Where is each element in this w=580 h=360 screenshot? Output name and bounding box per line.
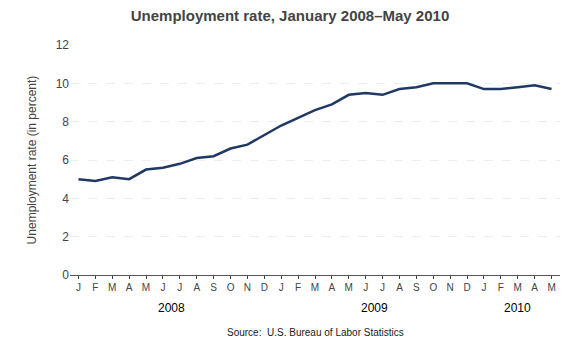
svg-text:M: M	[142, 282, 150, 293]
svg-text:O: O	[429, 282, 437, 293]
svg-text:F: F	[92, 282, 98, 293]
svg-text:J: J	[76, 282, 81, 293]
svg-text:A: A	[396, 282, 403, 293]
svg-text:M: M	[547, 282, 555, 293]
svg-text:S: S	[413, 282, 420, 293]
svg-text:M: M	[345, 282, 353, 293]
svg-text:F: F	[295, 282, 301, 293]
svg-text:J: J	[160, 282, 165, 293]
svg-text:J: J	[481, 282, 486, 293]
svg-text:8: 8	[62, 115, 69, 129]
svg-text:O: O	[227, 282, 235, 293]
svg-text:6: 6	[62, 153, 69, 167]
svg-text:12: 12	[56, 38, 70, 52]
svg-text:10: 10	[56, 77, 70, 91]
svg-text:A: A	[329, 282, 336, 293]
svg-text:F: F	[498, 282, 504, 293]
svg-text:Source: U.S. Bureau of Labor: Source: U.S. Bureau of Labor Statistics	[227, 327, 404, 338]
svg-text:2009: 2009	[361, 301, 388, 315]
svg-text:A: A	[193, 282, 200, 293]
svg-text:J: J	[279, 282, 284, 293]
svg-text:4: 4	[62, 192, 69, 206]
svg-text:N: N	[447, 282, 454, 293]
svg-text:A: A	[531, 282, 538, 293]
svg-text:J: J	[363, 282, 368, 293]
svg-text:S: S	[210, 282, 217, 293]
svg-text:0: 0	[62, 268, 69, 282]
svg-text:J: J	[177, 282, 182, 293]
svg-text:2: 2	[62, 230, 69, 244]
svg-text:D: D	[261, 282, 268, 293]
svg-text:A: A	[126, 282, 133, 293]
svg-text:Unemployment rate (in percent): Unemployment rate (in percent)	[25, 76, 39, 245]
svg-text:2008: 2008	[158, 301, 185, 315]
svg-text:N: N	[244, 282, 251, 293]
svg-text:M: M	[514, 282, 522, 293]
svg-text:Unemployment rate, January 200: Unemployment rate, January 2008–May 2010	[131, 7, 450, 24]
svg-text:D: D	[463, 282, 470, 293]
svg-text:J: J	[380, 282, 385, 293]
svg-text:M: M	[108, 282, 116, 293]
svg-text:2010: 2010	[504, 301, 531, 315]
svg-text:M: M	[311, 282, 319, 293]
